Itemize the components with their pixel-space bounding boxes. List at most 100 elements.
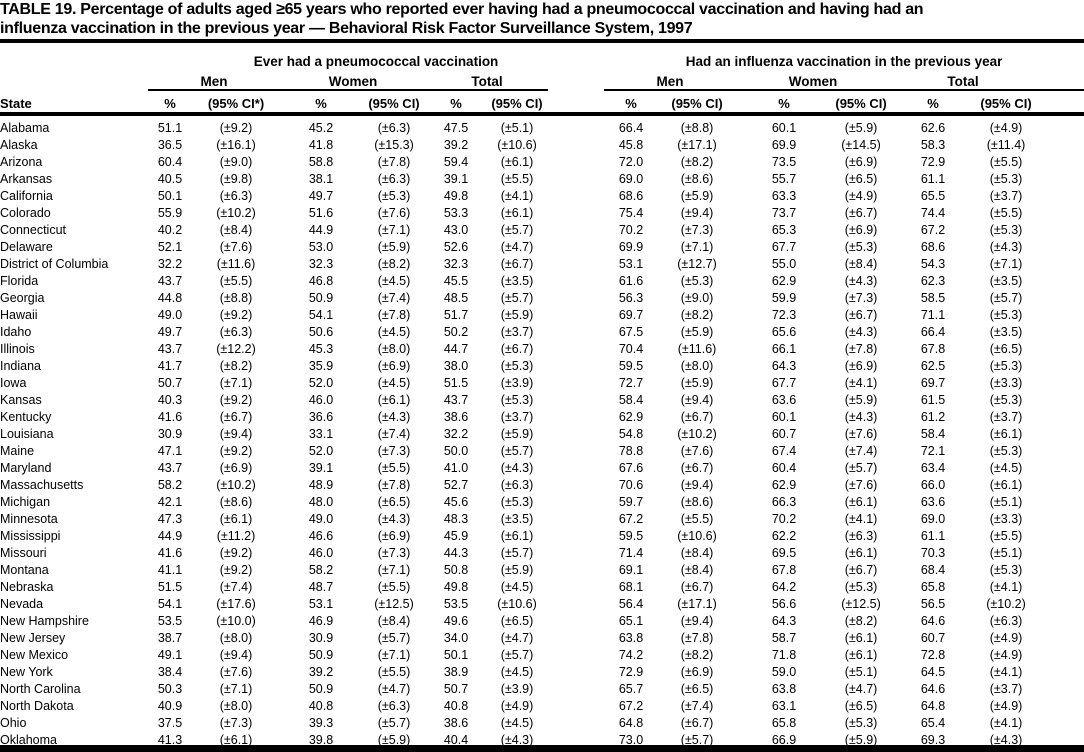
percent-cell: 44.9 <box>157 528 183 543</box>
ci-cell: (±12.2) <box>216 341 256 356</box>
percent-cell: 39.2 <box>308 664 334 679</box>
percent-cell: 58.3 <box>920 137 946 152</box>
state-cell: Massachusetts <box>0 477 84 492</box>
table-body: Alabama 51.1 (±9.2) 45.2 (±6.3) 47.5 (±5.1) 66.… <box>0 114 1084 748</box>
ci-cell: (±6.3) <box>844 528 878 543</box>
percent-cell: 45.9 <box>443 528 469 543</box>
row-trailing-spacer <box>1036 493 1084 510</box>
percent-cell: 53.3 <box>443 205 469 220</box>
ci-cell: (±4.3) <box>844 273 878 288</box>
ci-cell: (±5.7) <box>500 290 534 305</box>
ci-cell: (±6.9) <box>219 460 253 475</box>
table-row: Georgia 44.8 (±8.8) 50.9 (±7.4) 48.5 (±5.7) 56.… <box>0 289 1084 306</box>
ci-cell: (±14.5) <box>841 137 881 152</box>
percent-cell: 44.7 <box>443 341 469 356</box>
state-cell: North Dakota <box>0 698 74 713</box>
percent-cell: 72.0 <box>618 154 644 169</box>
ci-cell: (±10.6) <box>497 137 537 152</box>
group-gap-cell <box>548 561 604 578</box>
state-cell: Nevada <box>0 596 44 611</box>
row-trailing-spacer <box>1036 204 1084 221</box>
state-cell: Montana <box>0 562 49 577</box>
percent-cell: 36.5 <box>157 137 183 152</box>
percent-cell: 53.5 <box>157 613 183 628</box>
percent-cell: 53.5 <box>443 596 469 611</box>
percent-cell: 41.3 <box>157 732 183 747</box>
percent-cell: 58.2 <box>308 562 334 577</box>
ci-cell: (±4.5) <box>500 664 534 679</box>
ci-cell: (±5.9) <box>500 307 534 322</box>
table-row: Louisiana 30.9 (±9.4) 33.1 (±7.4) 32.2 (±5.9) 5… <box>0 425 1084 442</box>
percent-cell: 53.1 <box>618 256 644 271</box>
ci-cell: (±4.9) <box>989 647 1023 662</box>
group-header-row: Ever had a pneumococcal vaccination Had … <box>0 43 1084 71</box>
ci-cell: (±6.1) <box>989 426 1023 441</box>
ci-cell: (±10.6) <box>497 596 537 611</box>
state-cell: New Mexico <box>0 647 69 662</box>
percent-cell: 32.3 <box>443 256 469 271</box>
ci-cell: (±3.9) <box>500 375 534 390</box>
ci-cell: (±5.9) <box>500 426 534 441</box>
percent-cell: 40.4 <box>443 732 469 747</box>
ci-cell: (±4.5) <box>989 460 1023 475</box>
percent-cell: 56.3 <box>618 290 644 305</box>
percent-cell: 72.3 <box>771 307 797 322</box>
ci-cell: (±12.5) <box>374 596 414 611</box>
ci-cell: (±5.5) <box>377 664 411 679</box>
percent-cell: 54.1 <box>308 307 334 322</box>
ci-cell: (±5.5) <box>680 511 714 526</box>
ci-cell: (±4.7) <box>500 630 534 645</box>
percent-cell: 62.9 <box>618 409 644 424</box>
ci-cell: (±9.4) <box>219 647 253 662</box>
ci-cell: (±7.4) <box>219 579 253 594</box>
percent-cell: 62.2 <box>771 528 797 543</box>
ci-cell: (±9.8) <box>219 171 253 186</box>
percent-cell: 70.3 <box>920 545 946 560</box>
state-cell: Kansas <box>0 392 42 407</box>
percent-cell: 43.0 <box>443 222 469 237</box>
percent-cell: 65.8 <box>920 579 946 594</box>
row-trailing-spacer <box>1036 544 1084 561</box>
subgroup-pneumo-women: Women <box>280 71 426 91</box>
ci-cell: (±5.7) <box>377 715 411 730</box>
percent-cell: 46.9 <box>308 613 334 628</box>
percent-cell: 55.9 <box>157 205 183 220</box>
percent-cell: 44.3 <box>443 545 469 560</box>
group-gap-cell <box>548 340 604 357</box>
table-row: Oklahoma 41.3 (±6.1) 39.8 (±5.9) 40.4 (±4.3) 73… <box>0 731 1084 748</box>
state-cell: Maine <box>0 443 35 458</box>
percent-cell: 41.6 <box>157 545 183 560</box>
row-trailing-spacer <box>1036 561 1084 578</box>
ci-cell: (±6.1) <box>844 647 878 662</box>
ci-cell: (±7.1) <box>680 239 714 254</box>
percent-cell: 65.5 <box>920 188 946 203</box>
table-row: Kansas 40.3 (±9.2) 46.0 (±6.1) 43.7 (±5.3) 58.4… <box>0 391 1084 408</box>
ci-cell: (±5.9) <box>680 375 714 390</box>
ci-cell: (±10.2) <box>216 477 256 492</box>
state-cell: Oklahoma <box>0 732 57 747</box>
ci-cell: (±5.9) <box>500 562 534 577</box>
ci-cell: (±9.4) <box>680 477 714 492</box>
percent-cell: 48.7 <box>308 579 334 594</box>
percent-cell: 61.1 <box>920 528 946 543</box>
ci-cell: (±6.3) <box>377 171 411 186</box>
column-header-ci: (95% CI) <box>362 90 426 116</box>
percent-cell: 42.1 <box>157 494 183 509</box>
group-gap-cell <box>548 680 604 697</box>
percent-cell: 74.2 <box>618 647 644 662</box>
percent-cell: 67.8 <box>771 562 797 577</box>
percent-cell: 64.2 <box>771 579 797 594</box>
percent-cell: 59.0 <box>771 664 797 679</box>
ci-cell: (±5.3) <box>989 222 1023 237</box>
row-trailing-spacer <box>1036 306 1084 323</box>
percent-cell: 59.9 <box>771 290 797 305</box>
percent-cell: 58.2 <box>157 477 183 492</box>
row-trailing-spacer <box>1036 527 1084 544</box>
percent-cell: 63.6 <box>771 392 797 407</box>
percent-cell: 64.6 <box>920 613 946 628</box>
percent-cell: 49.7 <box>157 324 183 339</box>
table-title: TABLE 19. Percentage of adults aged ≥65 … <box>0 0 1084 43</box>
table-row: North Carolina 50.3 (±7.1) 50.9 (±4.7) 50.7 (±… <box>0 680 1084 697</box>
column-header-trailing-spacer <box>1036 90 1084 116</box>
table-bottom-rule <box>0 745 1084 752</box>
